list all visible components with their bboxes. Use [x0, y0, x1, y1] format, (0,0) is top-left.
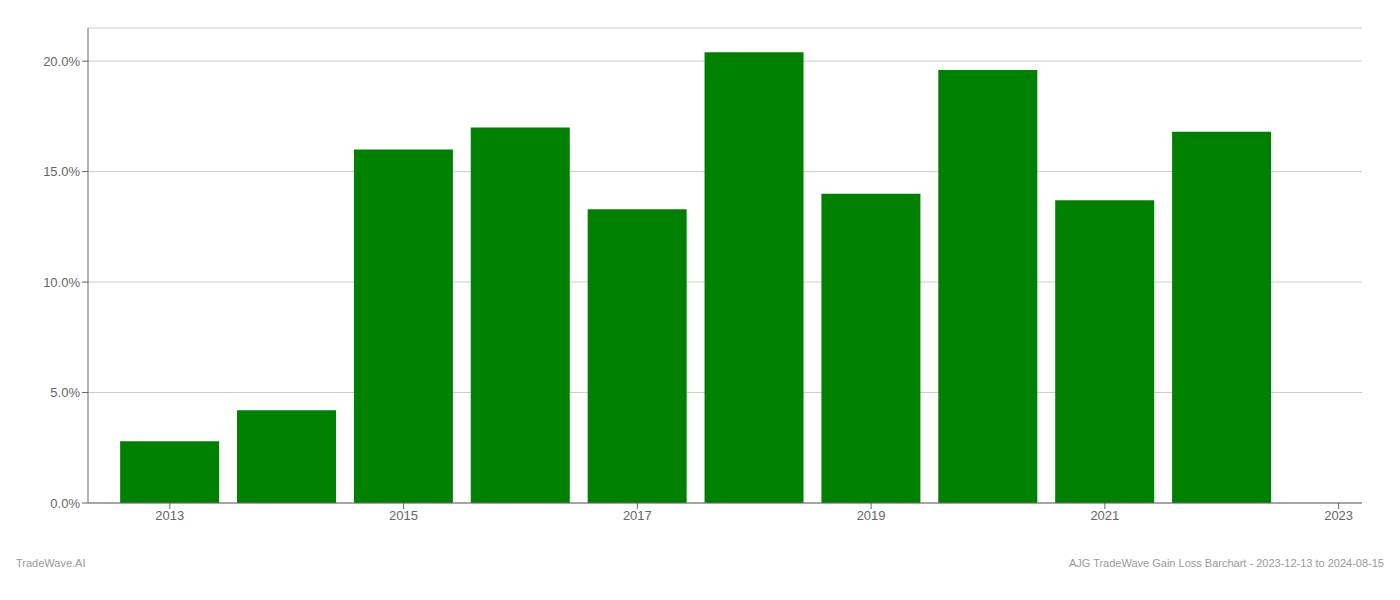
svg-text:2019: 2019 — [857, 508, 886, 523]
svg-text:2021: 2021 — [1090, 508, 1119, 523]
svg-text:20.0%: 20.0% — [43, 54, 80, 69]
html-text:AJG TradeWave Gain Loss Barcha: AJG TradeWave Gain Loss Barchart - 2023-… — [1068, 557, 1384, 569]
html-text:TradeWave.AI: TradeWave.AI — [16, 557, 86, 569]
svg-text:2023: 2023 — [1324, 508, 1353, 523]
svg-text:15.0%: 15.0% — [43, 164, 80, 179]
svg-text:2013: 2013 — [155, 508, 184, 523]
svg-text:2017: 2017 — [623, 508, 652, 523]
svg-text:0.0%: 0.0% — [50, 496, 80, 511]
svg-text:2015: 2015 — [389, 508, 418, 523]
svg-text:10.0%: 10.0% — [43, 275, 80, 290]
svg-text:5.0%: 5.0% — [50, 385, 80, 400]
